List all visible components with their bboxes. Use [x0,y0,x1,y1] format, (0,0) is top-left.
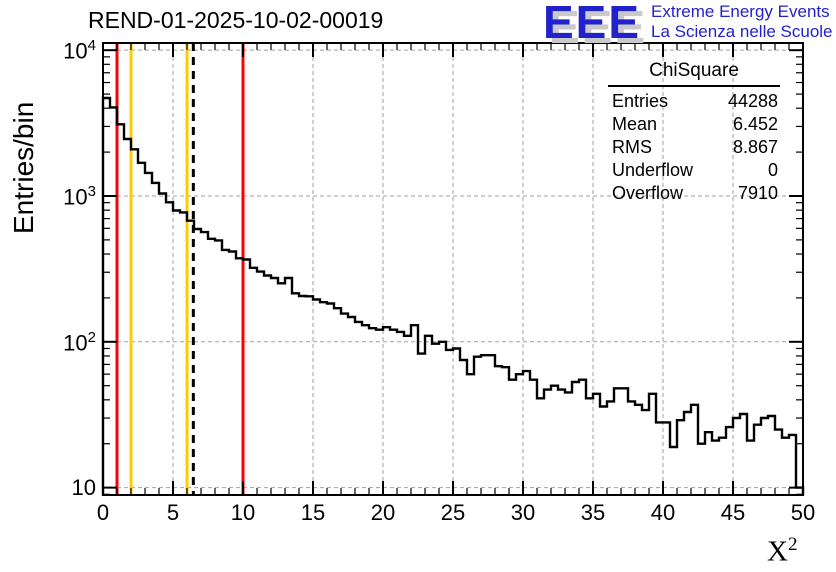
eee-logo: EEE Extreme Energy Events La Scienza nel… [543,0,833,48]
x-tick-label: 5 [166,500,180,525]
logo-tagline-1: Extreme Energy Events [651,2,830,21]
stats-row-label: Entries [612,91,669,111]
x-tick-label: 25 [440,500,466,525]
y-tick-label: 104 [36,37,96,64]
stats-row: Overflow 7910 [608,182,780,205]
logo-tagline-2: La Scienza nelle Scuole [651,22,833,41]
y-tick-label: 103 [36,183,96,210]
stats-row-value: 7910 [737,183,778,203]
histogram-line [101,96,805,495]
stats-row: Underflow 0 [608,159,780,182]
y-tick-label-base: 10 [63,330,88,356]
y-tick-label: 102 [36,329,96,356]
stats-row-label: Overflow [612,183,684,203]
x-axis-title-exponent: 2 [787,534,798,555]
stats-row: Entries 44288 [608,90,780,113]
stats-row-value: 0 [767,160,778,180]
stats-row-value: 8.867 [732,137,778,157]
y-tick-label-base: 10 [63,38,88,64]
x-axis-title-base: X [767,535,788,568]
stats-row: Mean 6.452 [608,113,780,136]
stats-box: ChiSquare Entries 44288 Mean 6.452 RMS 8.867 U… [608,60,780,205]
x-tick-label: 0 [96,500,110,525]
y-tick-label-exponent: 2 [87,328,96,346]
x-tick-label: 45 [720,500,746,525]
y-tick-label-exponent: 3 [87,182,96,200]
stats-row-label: RMS [612,137,652,157]
y-tick-label: 10 [36,475,96,501]
x-tick-label: 15 [300,500,326,525]
plot-title: REND-01-2025-10-02-00019 [88,7,384,33]
stats-row-value: 6.452 [732,114,778,134]
stats-row-label: Underflow [612,160,694,180]
x-tick-label: 35 [580,500,606,525]
eee-logo-taglines: Extreme Energy Events La Scienza nelle S… [651,2,832,42]
x-tick-label: 40 [650,500,676,525]
stats-rows: Entries 44288 Mean 6.452 RMS 8.867 Underflow 0 O… [608,90,780,205]
stats-row-value: 44288 [727,91,778,111]
x-tick-label: 50 [790,500,816,525]
stats-separator [608,85,780,87]
y-tick-label-base: 10 [63,184,88,210]
y-tick-label-base: 10 [71,474,96,500]
stats-row-label: Mean [612,114,658,134]
x-axis-title: X2 [767,534,797,569]
x-tick-label: 10 [230,500,256,525]
y-axis-title: Entries/bin [8,101,39,234]
y-tick-label-exponent: 4 [87,37,96,55]
x-tick-label: 30 [510,500,536,525]
stats-title: ChiSquare [649,60,739,81]
x-tick-label: 20 [370,500,396,525]
eee-logo-acronym: EEE [543,0,642,48]
stats-row: RMS 8.867 [608,136,780,159]
